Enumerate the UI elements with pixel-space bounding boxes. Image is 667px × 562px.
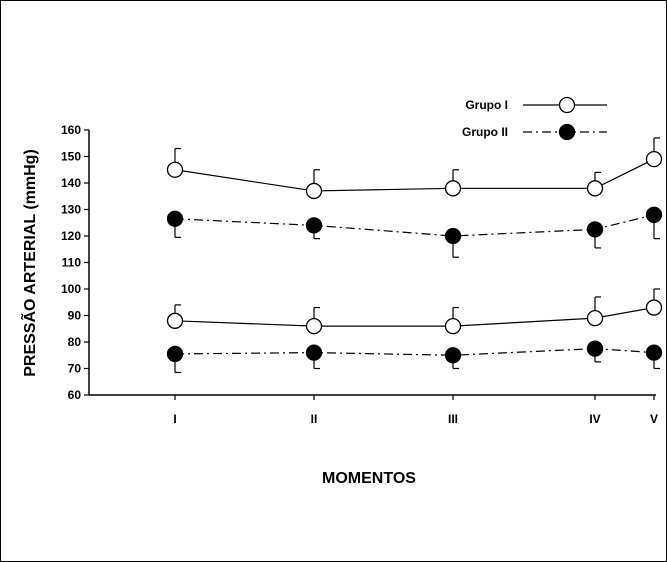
data-point-open [305, 182, 323, 200]
series-line-grupo-i-lower [174, 306, 655, 327]
x-axis-title: MOMENTOS [322, 470, 416, 487]
data-point-open [645, 150, 663, 168]
x-tick-label: V [650, 412, 658, 426]
series-line-grupo-i-upper [174, 158, 655, 192]
y-tick-label: 110 [62, 256, 82, 270]
x-tick-label: III [448, 412, 458, 426]
data-point-open [305, 317, 323, 335]
y-tick-label: 140 [61, 176, 81, 190]
y-tick-label: 160 [61, 123, 81, 137]
series-line-grupo-ii-upper [174, 214, 655, 237]
data-point-open [444, 180, 462, 197]
data-point-filled [586, 221, 604, 238]
data-points [166, 150, 663, 364]
y-tick-label: 90 [68, 309, 82, 323]
y-tick-label: 130 [61, 203, 81, 217]
error-bars [174, 137, 660, 374]
data-point-filled [586, 340, 604, 357]
y-axis-title: PRESSÃO ARTERIAL (mmHg) [19, 149, 39, 377]
y-tick-label: 60 [68, 388, 82, 402]
y-tick-label: 70 [68, 362, 82, 376]
data-point-filled [444, 347, 462, 364]
y-tick-label: 100 [61, 282, 81, 296]
x-tick-label: IV [589, 412, 600, 426]
data-point-open [586, 309, 604, 327]
data-point-open [645, 299, 663, 316]
data-point-filled [166, 345, 184, 363]
data-point-filled [166, 210, 184, 227]
legend-label: Grupo II [462, 125, 508, 139]
data-point-filled [305, 217, 323, 234]
x-tick-label: I [173, 412, 176, 426]
data-point-open [166, 312, 184, 329]
y-tick-label: 120 [61, 229, 81, 243]
y-tick-label: 80 [68, 335, 82, 349]
y-tick-label: 150 [61, 150, 81, 164]
series-lines [174, 158, 655, 356]
x-tick-label: II [311, 412, 318, 426]
series-line-grupo-ii-lower [174, 348, 655, 356]
data-point-open [586, 180, 604, 197]
legend-marker-filled [558, 123, 576, 141]
legend-marker-open [558, 96, 576, 114]
legend: Grupo I Grupo II [462, 96, 607, 141]
data-point-filled [645, 206, 663, 223]
data-point-open [166, 161, 184, 178]
data-point-filled [444, 227, 462, 245]
legend-label: Grupo I [465, 98, 508, 112]
data-point-open [444, 317, 462, 335]
data-point-filled [305, 344, 323, 361]
data-point-filled [645, 344, 663, 361]
